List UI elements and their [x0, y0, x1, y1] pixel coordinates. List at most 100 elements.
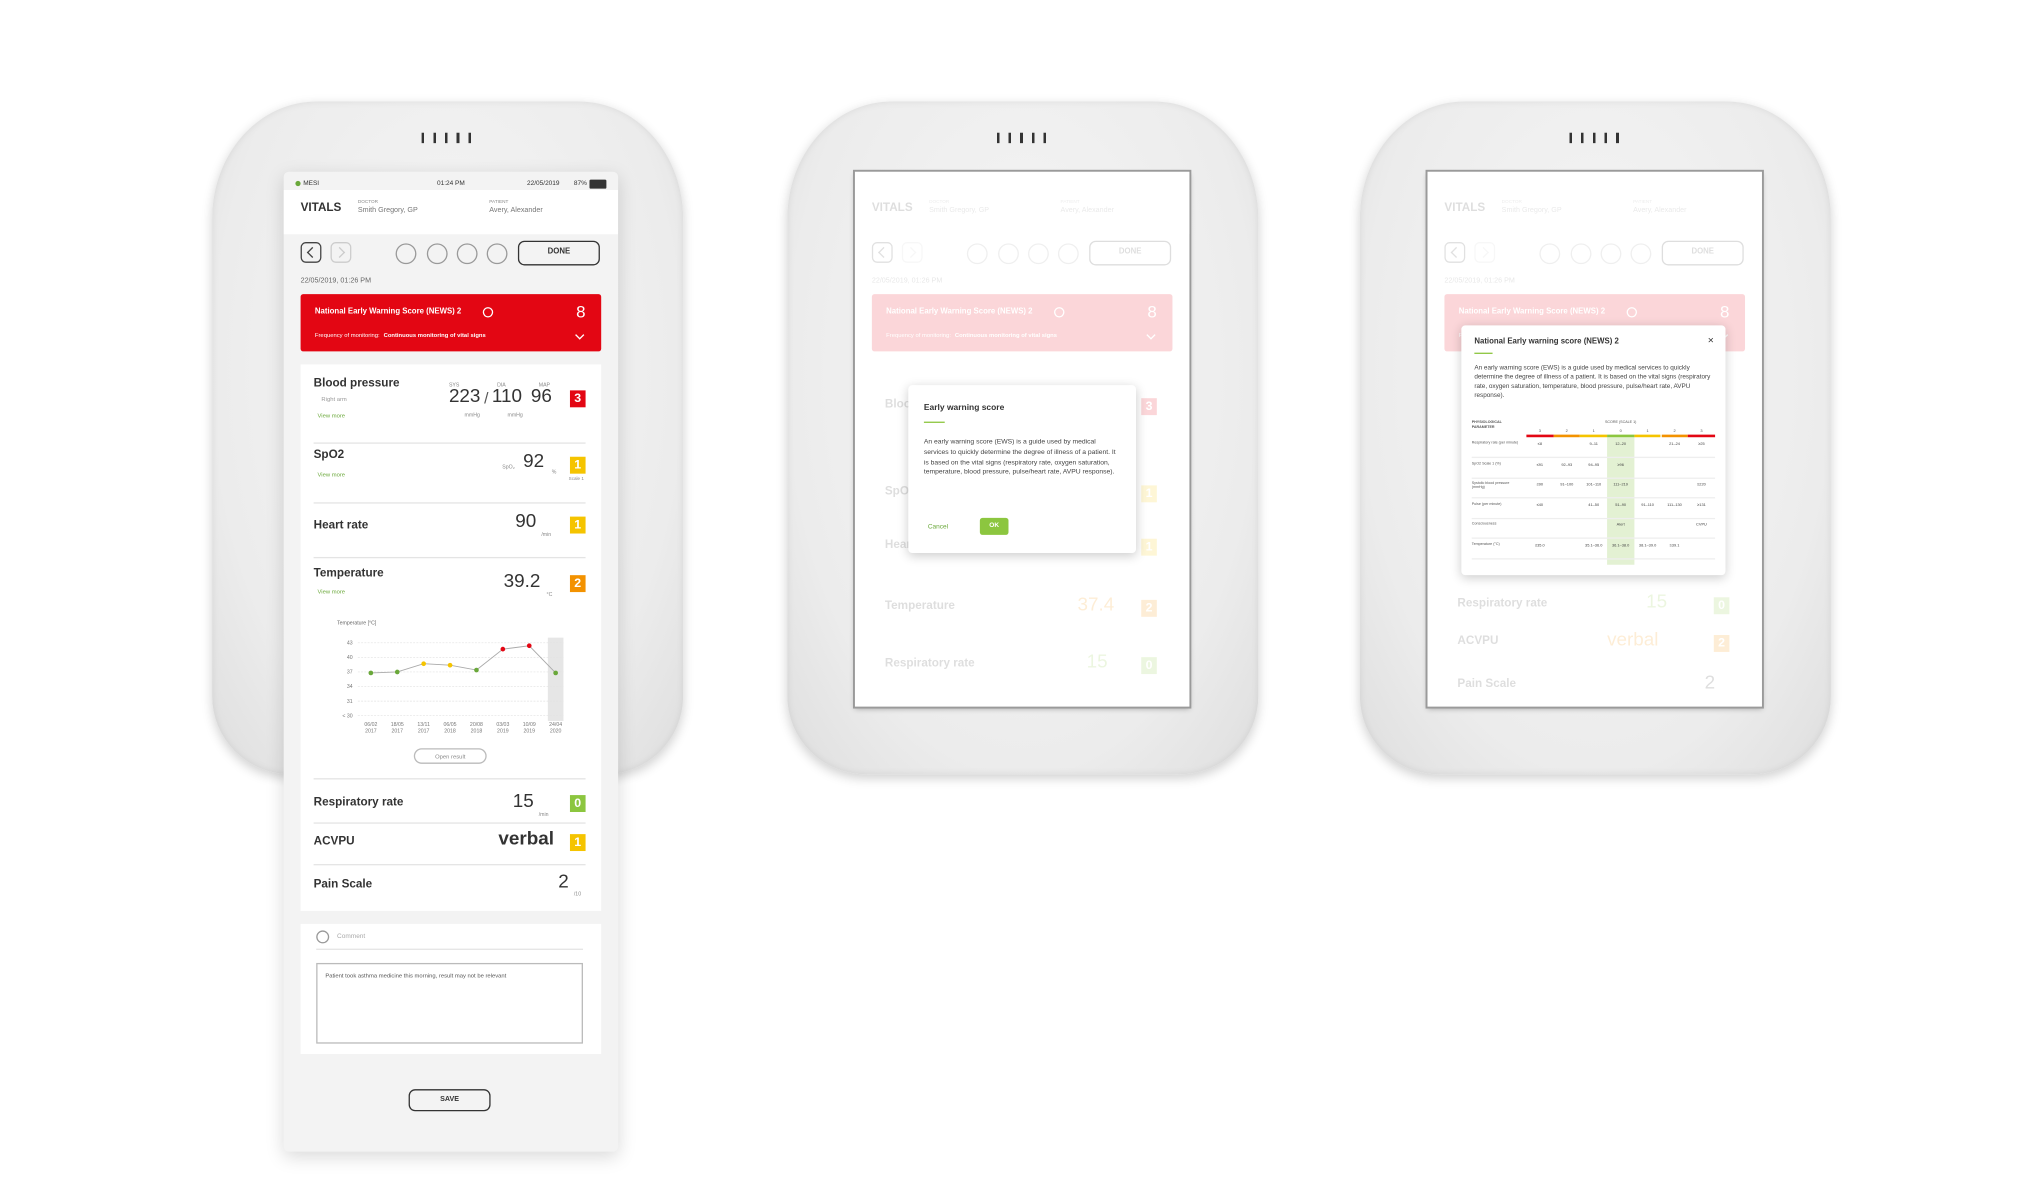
score-number: 1 — [1592, 428, 1595, 434]
x-tick-label: 06/02 2017 — [364, 720, 378, 734]
score-cell: Alert — [1616, 521, 1625, 528]
back-button[interactable] — [300, 242, 322, 263]
dialog-text: An early warning score (EWS) is a guide … — [1474, 365, 1711, 400]
frequency: Frequency of monitoring:Continuous monit… — [315, 332, 486, 339]
comment-box[interactable]: Patient took asthma medicine this mornin… — [316, 962, 583, 1044]
date: 22/05/2019 — [526, 179, 560, 188]
data-point — [447, 662, 453, 668]
score-cell: 91–100 — [1560, 481, 1574, 487]
score-cell: 51–90 — [1615, 501, 1627, 507]
comment-label: Comment — [337, 933, 366, 941]
highlight-column — [547, 637, 564, 721]
screen: MESI 01:24 PM 22/05/2019 87% VITALS DOCTOR Smi… — [283, 171, 619, 1152]
row-divider — [1471, 537, 1716, 538]
separator: / — [484, 389, 489, 408]
score-badge: 1 — [569, 516, 586, 534]
close-button[interactable]: × — [1707, 334, 1714, 347]
score-color — [1688, 434, 1715, 438]
vital-name: Respiratory rate — [313, 795, 404, 809]
score-badge: 3 — [569, 390, 586, 408]
news-title: National Early Warning Score (NEWS) 2 — [314, 308, 462, 317]
score-number: 1 — [1646, 428, 1649, 434]
x-tick-label: 06/05 2018 — [443, 720, 457, 734]
parameter: Systolic blood pressure (mmHg) — [1471, 480, 1510, 490]
dialog-title: National Early warning score (NEWS) 2 — [1474, 338, 1619, 347]
dialog-text: An early warning score (EWS) is a guide … — [923, 438, 1116, 477]
divider — [316, 948, 583, 950]
cancel-button[interactable]: Cancel — [927, 523, 949, 531]
score-number: 3 — [1538, 428, 1541, 434]
reading-value: 2 — [558, 871, 569, 893]
score-cell: 36.1–38.0 — [1611, 541, 1630, 548]
forward-button[interactable] — [330, 242, 352, 263]
reading-unit: °C — [546, 590, 553, 598]
highlight-column — [1607, 437, 1635, 565]
frequency-value: Continuous monitoring of vital signs — [383, 331, 486, 339]
dialog: Early warning score An early warning scor… — [908, 385, 1137, 554]
data-point — [368, 670, 374, 676]
save-button[interactable]: SAVE — [408, 1089, 491, 1112]
vital-name: Temperature — [313, 566, 384, 580]
x-tick-label: 24/04 2020 — [549, 720, 563, 734]
tool-button[interactable] — [456, 243, 478, 265]
x-tick-label: 20/08 2018 — [469, 720, 483, 734]
tool-button[interactable] — [426, 243, 448, 265]
y-tick-label: 43 — [347, 641, 353, 647]
open-result-button[interactable]: Open result — [413, 748, 487, 764]
score-cell: ≥96 — [1617, 461, 1624, 467]
score-color — [1634, 434, 1662, 438]
ews-table: PHYSIOLOGICAL PARAMETER SCORE (SCALE 1) 3 2… — [1471, 419, 1716, 565]
divider — [313, 442, 586, 444]
carrier: MESI — [303, 179, 320, 188]
vital-name: ACVPU — [313, 834, 355, 848]
speaker — [421, 132, 474, 144]
x-tick-label: 18/05 2017 — [390, 720, 404, 734]
clock-icon — [316, 930, 330, 944]
reading-value: 90 — [515, 511, 537, 533]
info-icon — [482, 307, 494, 318]
tool-button[interactable] — [395, 243, 417, 265]
divider — [313, 502, 586, 504]
score-number: 0 — [1619, 428, 1622, 434]
divider — [313, 778, 586, 779]
page-title: VITALS — [300, 200, 342, 214]
divider — [313, 864, 586, 865]
score-badge: 2 — [569, 575, 586, 593]
status-dot — [295, 180, 301, 187]
reading-value: 92 — [523, 451, 545, 473]
score-cell: 38.1–39.0 — [1638, 541, 1657, 548]
score-cell: 41–50 — [1588, 501, 1600, 507]
view-more[interactable]: View more — [317, 412, 346, 420]
comment-card — [300, 923, 602, 1055]
ok-button[interactable]: OK — [979, 517, 1009, 535]
vital-name: SpO2 — [313, 447, 345, 461]
view-more[interactable]: View more — [317, 588, 346, 595]
row-divider — [1471, 557, 1716, 559]
dialog-title: Early warning score — [923, 403, 1005, 413]
score-cell: ≥220 — [1697, 481, 1706, 487]
score-cell: ≤40 — [1536, 501, 1544, 507]
reading-value: 110 — [491, 386, 522, 408]
data-point — [553, 670, 558, 676]
chevron-icon — [575, 330, 585, 340]
tool-button[interactable] — [486, 243, 508, 265]
reading-label: SpO₂ — [502, 463, 515, 470]
reading-value: 223 — [448, 386, 481, 408]
patient-label: PATIENT — [489, 199, 509, 205]
score-badge: 1 — [569, 456, 586, 474]
view-more[interactable]: View more — [317, 471, 346, 478]
score-number: 3 — [1700, 428, 1703, 434]
battery-icon — [589, 179, 607, 189]
timestamp: 22/05/2019, 01:26 PM — [300, 277, 372, 285]
row-divider — [1471, 456, 1716, 458]
row-divider — [1471, 476, 1716, 478]
parameter: Consciousness — [1471, 520, 1497, 526]
done-button[interactable]: DONE — [517, 240, 600, 266]
news-score: 8 — [576, 301, 586, 322]
news-banner[interactable]: National Early Warning Score (NEWS) 2 8 Fr… — [300, 294, 602, 352]
parameter: Respiratory rate (per minute) — [1471, 439, 1519, 446]
speaker — [1569, 132, 1622, 144]
y-axis-label: Temperature [°C] — [337, 621, 377, 627]
parameter: Pulse (per minute) — [1471, 500, 1502, 506]
